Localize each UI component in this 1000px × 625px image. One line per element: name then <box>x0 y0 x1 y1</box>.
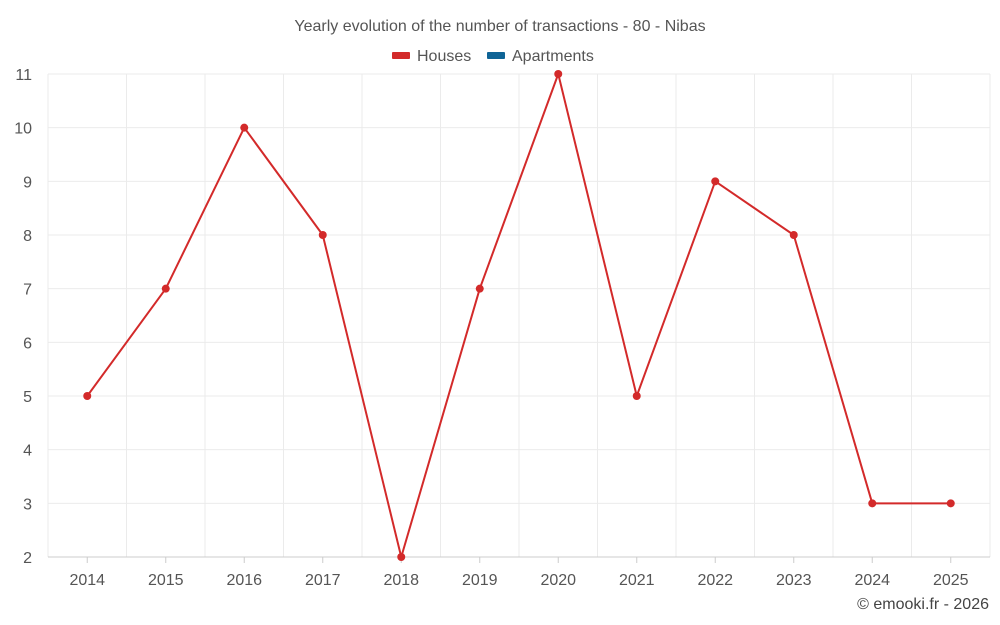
y-tick-label: 8 <box>23 228 32 245</box>
y-tick-label: 9 <box>23 174 32 191</box>
data-point-houses-2020[interactable] <box>554 70 563 78</box>
x-tick-label: 2014 <box>69 572 105 589</box>
data-point-houses-2021[interactable] <box>632 392 641 400</box>
y-tick-label: 4 <box>23 443 32 460</box>
x-tick-label: 2025 <box>933 572 969 589</box>
data-point-houses-2022[interactable] <box>711 177 720 186</box>
data-point-houses-2014[interactable] <box>83 392 92 400</box>
x-tick-label: 2020 <box>540 572 576 589</box>
data-point-houses-2016[interactable] <box>240 123 249 132</box>
credit-text: © emooki.fr - 2026 <box>857 596 989 613</box>
x-tick-label: 2018 <box>383 572 419 589</box>
data-point-houses-2019[interactable] <box>475 284 484 293</box>
legend-item-houses[interactable]: Houses <box>392 48 471 65</box>
x-tick-label: 2015 <box>148 572 184 589</box>
legend-label-apartments: Apartments <box>512 48 594 65</box>
x-tick-label: 2016 <box>226 572 262 589</box>
y-tick-label: 3 <box>23 496 32 513</box>
y-axis: 2 3 4 5 6 7 8 9 10 11 <box>14 67 32 567</box>
x-tick-label: 2024 <box>854 572 890 589</box>
y-tick-label: 6 <box>23 335 32 352</box>
y-tick-label: 11 <box>15 67 32 84</box>
x-tick-label: 2022 <box>697 572 733 589</box>
series-line-houses <box>86 73 951 558</box>
x-tick-label: 2019 <box>462 572 498 589</box>
grid <box>47 73 991 558</box>
data-point-houses-2018[interactable] <box>397 553 406 561</box>
x-axis: 2014 2015 2016 2017 2018 2019 2020 2021 2022 2023… <box>48 556 990 589</box>
data-point-houses-2024[interactable] <box>868 499 877 508</box>
data-point-houses-2017[interactable] <box>318 231 327 239</box>
legend-item-apartments[interactable]: Apartments <box>487 48 594 65</box>
x-tick-label: 2021 <box>619 572 655 589</box>
legend-swatch-apartments <box>487 52 505 59</box>
legend: Houses Apartments <box>392 48 594 65</box>
series-houses <box>83 70 955 561</box>
x-tick-label: 2017 <box>305 572 341 589</box>
legend-label-houses: Houses <box>417 48 471 65</box>
y-tick-label: 5 <box>23 389 32 406</box>
x-tick-label: 2023 <box>776 572 812 589</box>
data-point-houses-2023[interactable] <box>789 231 798 239</box>
chart-title: Yearly evolution of the number of transa… <box>294 18 705 35</box>
data-point-houses-2025[interactable] <box>946 499 955 508</box>
y-tick-label: 7 <box>23 282 32 299</box>
y-tick-label: 10 <box>14 121 32 138</box>
y-tick-label: 2 <box>23 550 32 567</box>
data-point-houses-2015[interactable] <box>161 284 170 293</box>
legend-swatch-houses <box>392 52 410 59</box>
